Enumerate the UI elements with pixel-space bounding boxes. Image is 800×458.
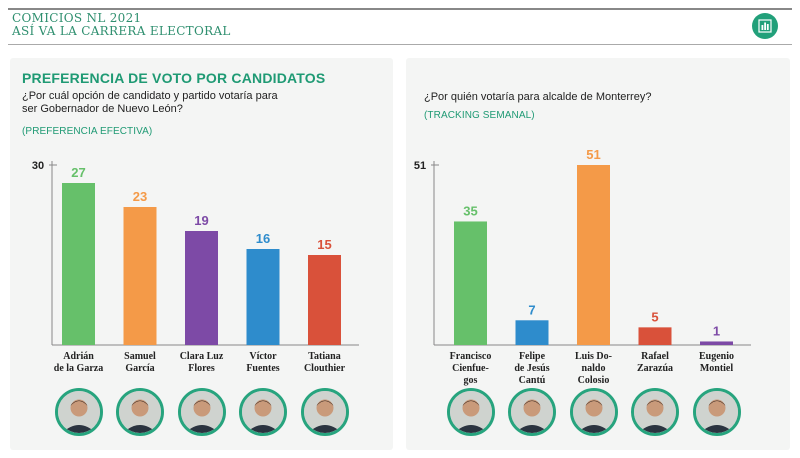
category-label: Tatiana Clouthier [303,351,346,374]
governor-note: (PREFERENCIA EFECTIVA) [22,126,153,137]
header-title: COMICIOS NL 2021 ASÍ VA LA CARRERA ELECT… [12,12,231,38]
category-label: Francisco Cienfue-gos [449,351,492,386]
category-label: Adrián de la Garza [53,351,104,374]
y-axis-max-label: 51 [414,160,426,172]
data-label: 23 [133,189,147,204]
category-label: Clara Luz Flores [179,351,224,374]
bar [577,165,610,345]
y-axis-max-label: 30 [32,160,44,172]
header-bottom-rule [8,44,792,45]
candidate-photo [631,388,679,436]
candidate-photo [569,388,618,436]
data-label: 7 [528,302,535,317]
category-label: Rafael Zarazúa [636,351,674,374]
governor-bar-chart: 30 27 23 19 16 15 [32,160,359,346]
bar [246,249,280,345]
data-label: 27 [71,165,85,180]
category-label: Luis Do-naldo Colosio [575,351,612,386]
data-label: 19 [194,213,208,228]
category-label: Felipe de Jesús Cantú [514,351,550,386]
data-label: 51 [586,147,600,162]
candidate-photo [239,388,287,436]
category-label: Víctor Fuentes [246,351,280,374]
header-top-rule [8,8,792,10]
bar [308,255,341,345]
candidate-photo [508,388,556,436]
monterrey-question: ¿Por quién votaría para alcalde de Monte… [424,91,652,103]
monterrey-note: (TRACKING SEMANAL) [424,110,535,121]
bar [638,327,672,345]
candidate-photo [177,388,226,436]
monterrey-panel: ¿Por quién votaría para alcalde de Monte… [406,58,790,450]
candidate-photo [54,388,103,436]
data-label: 35 [463,203,477,218]
candidate-photo [692,388,741,436]
header-title-line1: COMICIOS NL 2021 [12,11,142,25]
candidate-photo [300,388,349,436]
bar [123,207,157,345]
data-label: 15 [317,237,331,252]
bar [62,183,95,345]
category-label: Eugenio Montiel [698,351,734,374]
candidate-photo [446,388,495,436]
data-label: 1 [713,323,720,338]
governor-panel: PREFERENCIA DE VOTO POR CANDIDATOS ¿Por … [10,58,393,450]
bar [700,341,733,345]
data-label: 5 [651,309,658,324]
bar [454,221,487,345]
section-title: PREFERENCIA DE VOTO POR CANDIDATOS [22,70,326,86]
bar-chart-icon[interactable] [752,13,778,39]
header-title-line2: ASÍ VA LA CARRERA ELECTORAL [12,24,231,38]
header: COMICIOS NL 2021 ASÍ VA LA CARRERA ELECT… [0,0,800,46]
governor-question: ¿Por cuál opción de candidato y partido … [22,90,278,115]
candidate-photo [116,388,164,436]
bar [515,320,549,345]
bar [185,231,218,345]
category-label: Samuel García [124,351,156,374]
data-label: 16 [256,231,270,246]
